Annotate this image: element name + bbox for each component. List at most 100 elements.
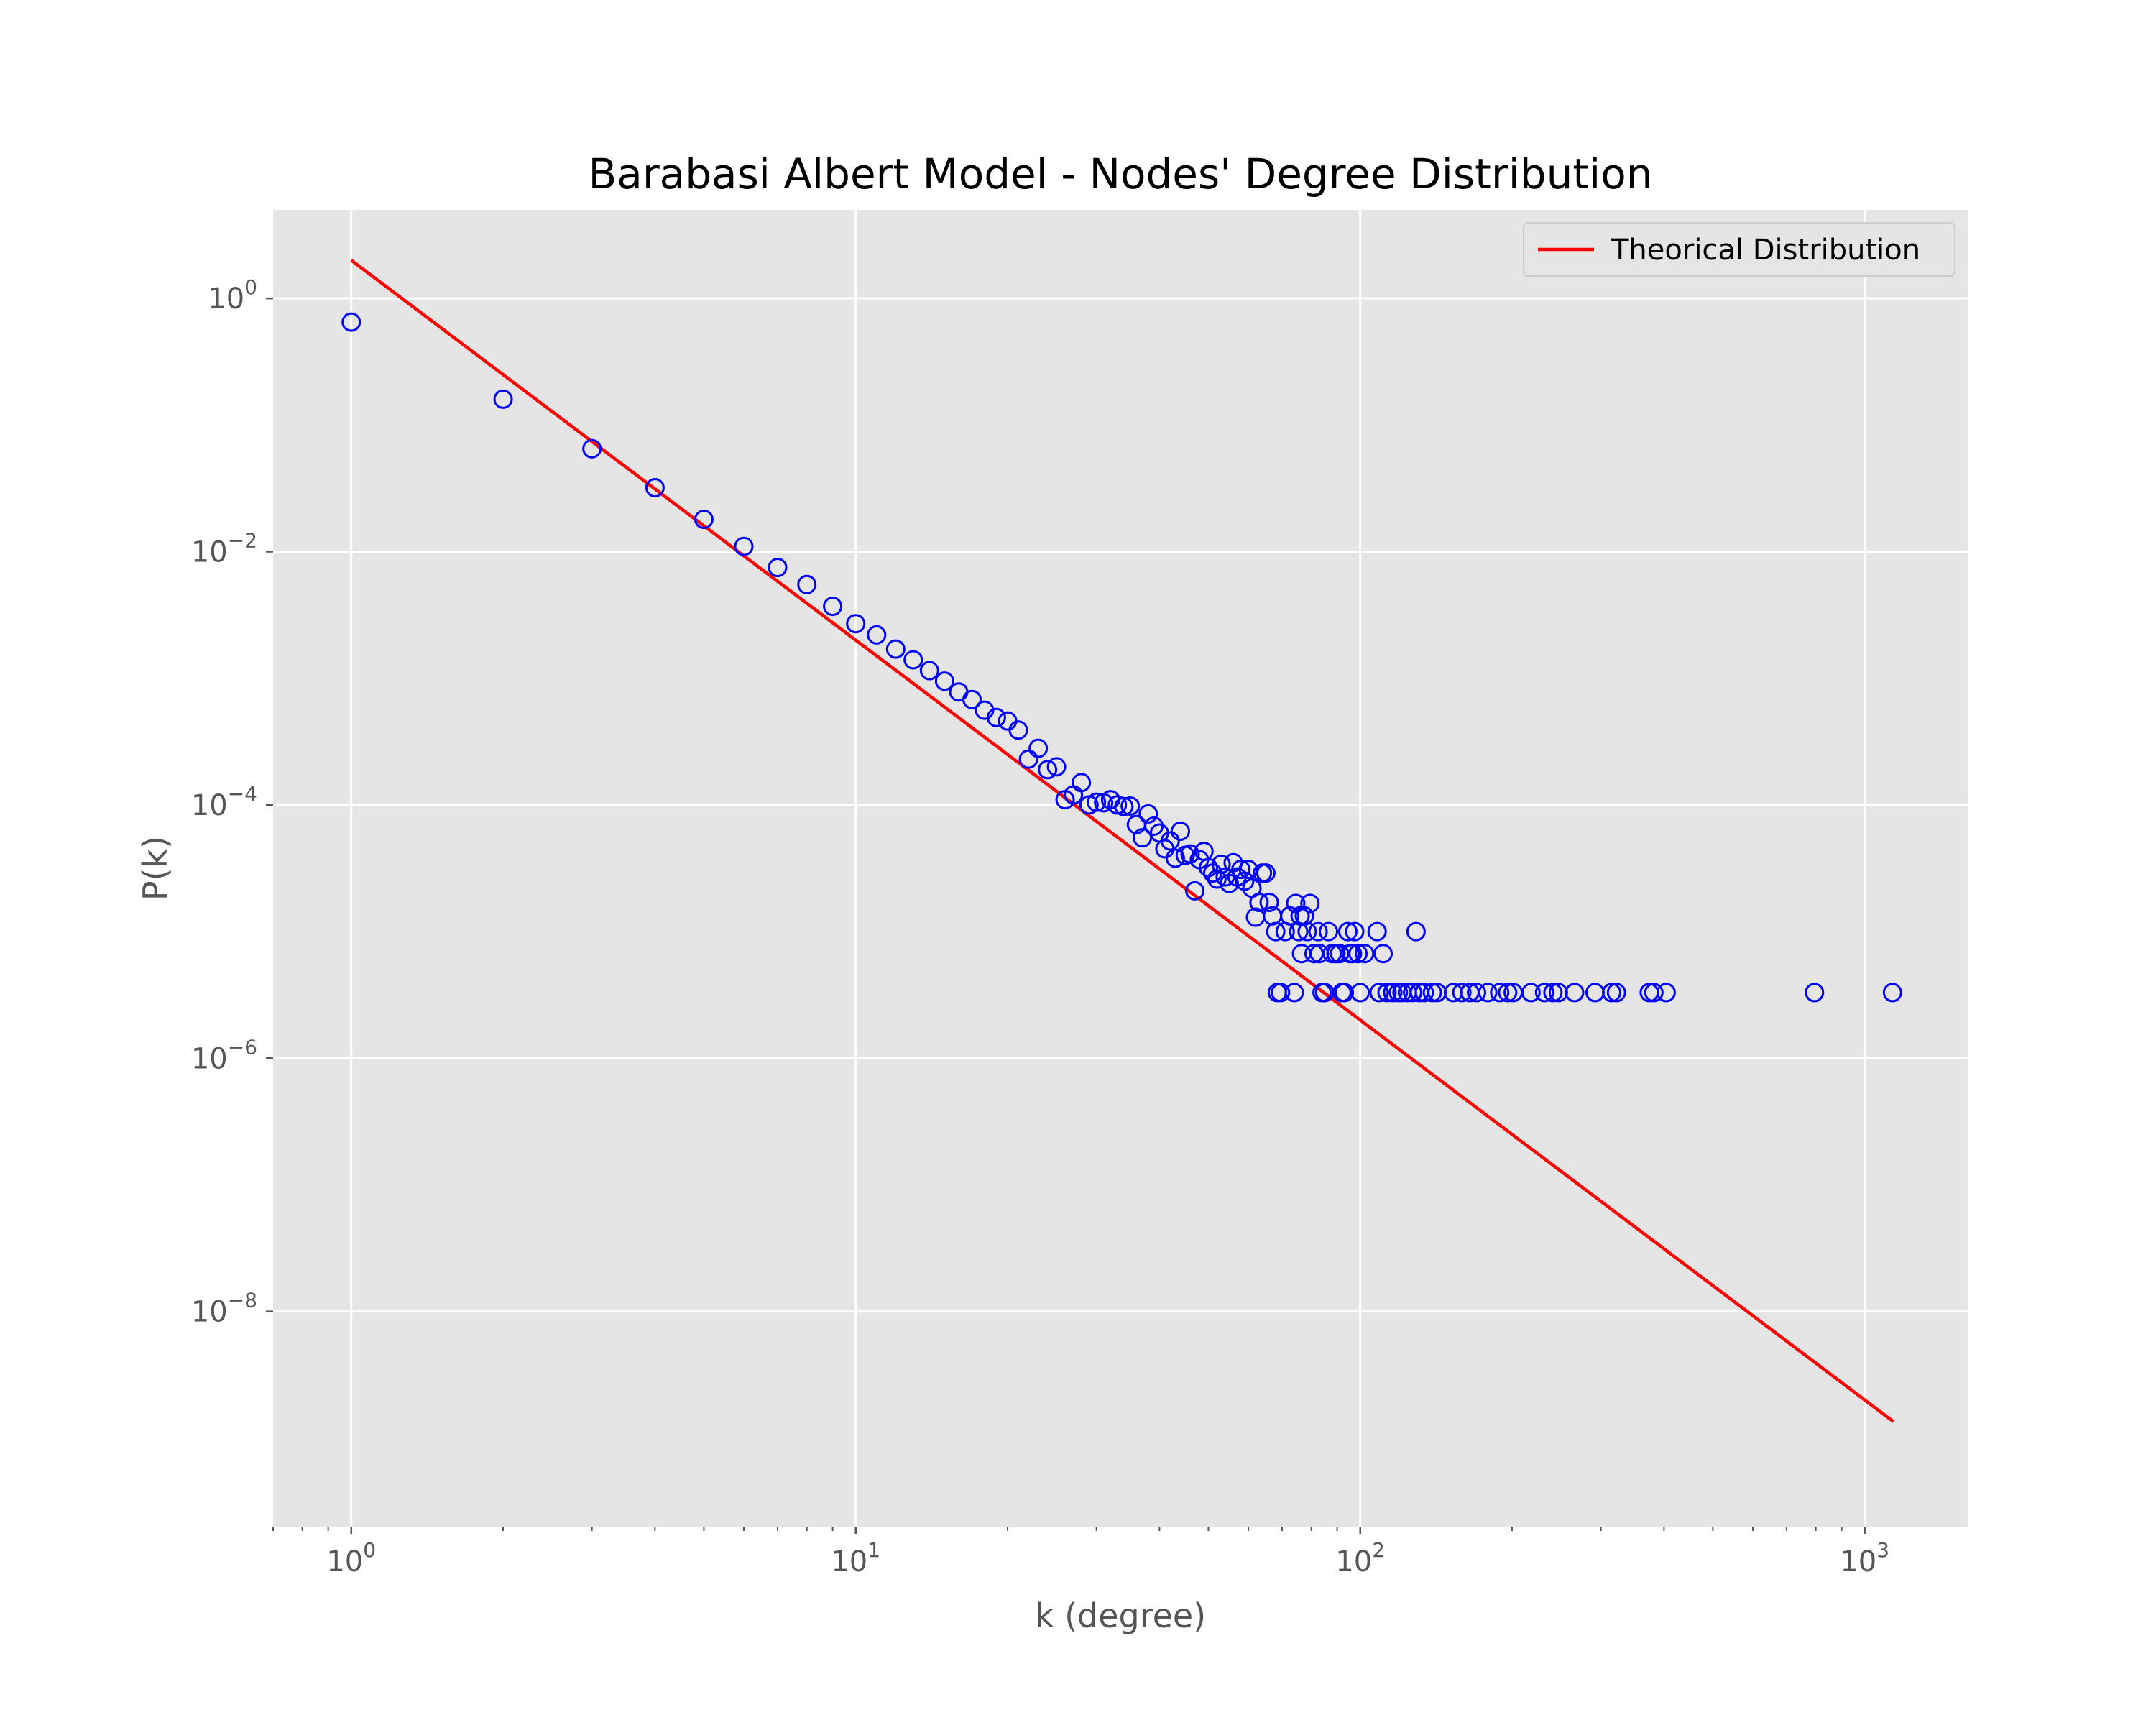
data-point bbox=[1138, 804, 1158, 824]
data-point bbox=[823, 597, 843, 617]
data-point bbox=[1211, 854, 1231, 874]
data-point bbox=[582, 438, 602, 459]
empirical-scatter-series bbox=[341, 312, 1902, 1003]
data-point bbox=[1280, 906, 1300, 926]
data-point bbox=[867, 625, 887, 645]
minor-ticks bbox=[272, 1527, 1843, 1531]
data-point bbox=[1478, 983, 1498, 1003]
data-point bbox=[1235, 871, 1255, 891]
data-point bbox=[1284, 983, 1304, 1003]
data-point bbox=[1466, 983, 1486, 1003]
data-point bbox=[934, 671, 954, 691]
data-point bbox=[341, 312, 361, 332]
data-point bbox=[1490, 983, 1510, 1003]
data-point bbox=[1377, 983, 1397, 1003]
chart-title: Barabasi Albert Model - Nodes' Degree Di… bbox=[589, 150, 1653, 198]
data-point bbox=[1602, 983, 1622, 1003]
data-point bbox=[1018, 749, 1038, 769]
data-point bbox=[1534, 983, 1554, 1003]
y-tick-label: 10−8 bbox=[191, 1289, 257, 1329]
data-point bbox=[1087, 792, 1107, 812]
data-point bbox=[962, 689, 982, 709]
data-point bbox=[1319, 921, 1339, 942]
data-point bbox=[1266, 921, 1286, 942]
data-point bbox=[846, 614, 866, 634]
data-point bbox=[1521, 983, 1541, 1003]
plot-background bbox=[273, 210, 1968, 1527]
data-point bbox=[1207, 869, 1227, 889]
data-point bbox=[1606, 983, 1626, 1003]
data-point bbox=[1271, 983, 1291, 1003]
y-tick-label: 100 bbox=[208, 275, 257, 316]
data-point bbox=[1259, 892, 1279, 912]
data-point bbox=[1330, 944, 1350, 964]
data-point bbox=[1300, 893, 1320, 914]
legend-label-theorical: Theorical Distribution bbox=[1611, 234, 1920, 267]
y-axis-label: P(k) bbox=[136, 836, 175, 901]
data-point bbox=[1256, 863, 1276, 883]
x-tick-label: 101 bbox=[831, 1538, 880, 1578]
data-point bbox=[1308, 921, 1328, 942]
data-point bbox=[1038, 760, 1058, 780]
x-tick-label: 100 bbox=[326, 1538, 376, 1578]
data-point bbox=[1160, 831, 1180, 851]
x-tick-label: 102 bbox=[1335, 1538, 1385, 1578]
data-point bbox=[1656, 983, 1676, 1003]
grid-lines bbox=[273, 210, 1968, 1527]
major-ticks bbox=[266, 297, 1866, 1534]
data-point bbox=[1348, 944, 1368, 964]
data-point bbox=[1165, 848, 1185, 868]
data-point bbox=[1231, 860, 1251, 880]
legend-box bbox=[1523, 222, 1955, 277]
data-point bbox=[1422, 983, 1442, 1003]
theory-line-series bbox=[350, 259, 1895, 1423]
theory-line bbox=[350, 259, 1895, 1423]
data-point bbox=[493, 389, 513, 409]
data-point bbox=[1008, 720, 1028, 740]
y-tick-label: 10−2 bbox=[191, 529, 257, 569]
data-point bbox=[1185, 880, 1205, 901]
data-point bbox=[797, 574, 817, 594]
data-point bbox=[1133, 828, 1153, 848]
data-point bbox=[1342, 944, 1363, 964]
data-point bbox=[1644, 983, 1664, 1003]
data-point bbox=[1882, 983, 1902, 1003]
data-point bbox=[1565, 983, 1585, 1003]
data-point bbox=[903, 650, 923, 670]
y-tick-label: 10−6 bbox=[191, 1035, 257, 1075]
data-point bbox=[1367, 921, 1387, 942]
data-point bbox=[1180, 844, 1200, 864]
y-tick-labels: 100 10−2 10−4 10−6 10−8 bbox=[191, 275, 257, 1329]
data-point bbox=[1369, 983, 1389, 1003]
data-point bbox=[1120, 796, 1141, 816]
data-point bbox=[1297, 921, 1317, 942]
data-point bbox=[1345, 921, 1365, 942]
x-tick-labels: 100 101 102 103 bbox=[326, 1538, 1889, 1578]
data-point bbox=[1355, 944, 1375, 964]
data-point bbox=[1805, 983, 1825, 1003]
data-point bbox=[1337, 921, 1358, 942]
data-point bbox=[1114, 796, 1134, 816]
data-point bbox=[768, 558, 788, 578]
data-point bbox=[1452, 983, 1472, 1003]
data-point bbox=[885, 639, 906, 659]
x-axis-label: k (degree) bbox=[1035, 1596, 1206, 1635]
data-point bbox=[1028, 738, 1049, 758]
data-point bbox=[1498, 983, 1518, 1003]
data-point bbox=[1170, 821, 1190, 841]
data-point bbox=[1072, 773, 1092, 793]
data-point bbox=[1383, 983, 1403, 1003]
data-point bbox=[1414, 983, 1434, 1003]
data-point bbox=[1543, 983, 1563, 1003]
legend: Theorical Distribution bbox=[1523, 222, 1955, 277]
data-point bbox=[1373, 944, 1393, 964]
data-point bbox=[1335, 983, 1355, 1003]
data-point bbox=[1350, 983, 1370, 1003]
data-point bbox=[1249, 892, 1269, 912]
x-tick-label: 103 bbox=[1840, 1538, 1889, 1578]
plot-area bbox=[266, 210, 1968, 1534]
data-point bbox=[734, 536, 754, 556]
data-point bbox=[645, 478, 665, 498]
data-point bbox=[1406, 921, 1426, 942]
